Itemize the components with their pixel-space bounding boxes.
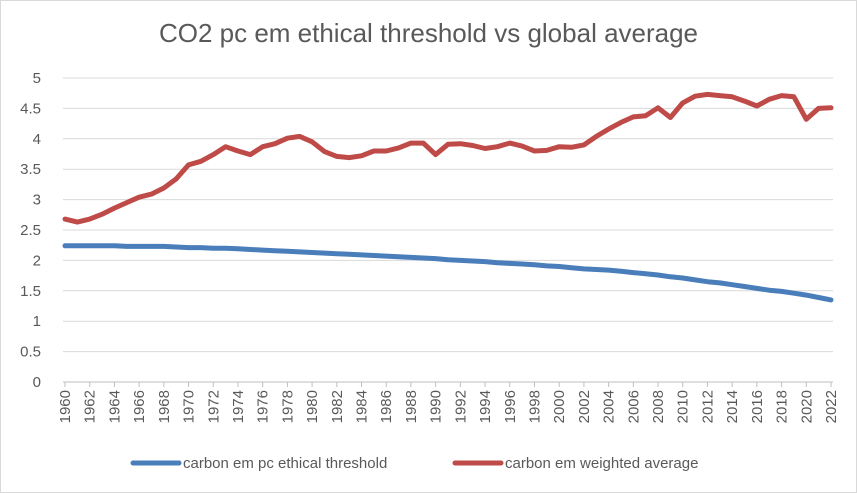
- x-tick-label: 1972: [205, 390, 222, 423]
- y-tick-label: 0.5: [20, 344, 41, 361]
- x-tick-label: 1968: [156, 390, 173, 423]
- x-tick-label: 1966: [131, 390, 148, 423]
- y-tick-label: 0: [33, 374, 41, 391]
- x-tick-label: 1960: [57, 390, 74, 423]
- x-tick-label: 2000: [551, 390, 568, 423]
- x-tick-label: 2016: [749, 390, 766, 423]
- x-tick-label: 1994: [477, 390, 494, 423]
- y-tick-label: 2.5: [20, 222, 41, 239]
- x-tick-label: 2020: [798, 390, 815, 423]
- x-tick-label: 2006: [625, 390, 642, 423]
- x-tick-label: 1978: [279, 390, 296, 423]
- x-tick-label: 1964: [106, 390, 123, 423]
- x-tick-label: 1980: [304, 390, 321, 423]
- x-tick-label: 1990: [428, 390, 445, 423]
- x-tick-label: 1974: [230, 390, 247, 423]
- series-line-1: [62, 243, 834, 303]
- x-tick-label: 1998: [526, 390, 543, 423]
- x-tick-label: 1962: [82, 390, 99, 423]
- x-tick-label: 2014: [724, 390, 741, 423]
- x-tick-label: 2008: [650, 390, 667, 423]
- y-tick-label: 4.5: [20, 100, 41, 117]
- x-tick-label: 1976: [255, 390, 272, 423]
- x-tick-label: 1996: [502, 390, 519, 423]
- x-tick-label: 2012: [699, 390, 716, 423]
- x-tick-label: 1970: [181, 390, 198, 423]
- x-tick-label: 2018: [774, 390, 791, 423]
- x-tick-label: 1986: [378, 390, 395, 423]
- legend-label-1: carbon em pc ethical threshold: [183, 455, 387, 472]
- y-tick-label: 5: [33, 70, 41, 87]
- x-tick-label: 2022: [823, 390, 840, 423]
- x-tick-label: 1984: [354, 390, 371, 423]
- y-tick-label: 4: [33, 131, 41, 148]
- x-tick-label: 1988: [403, 390, 420, 423]
- y-tick-label: 3: [33, 192, 41, 209]
- y-tick-label: 1.5: [20, 283, 41, 300]
- x-tick-label: 2010: [675, 390, 692, 423]
- legend-label-2: carbon em weighted average: [505, 455, 698, 472]
- series-line-2: [62, 91, 834, 225]
- x-tick-label: 2002: [576, 390, 593, 423]
- y-tick-label: 1: [33, 313, 41, 330]
- x-tick-label: 1982: [329, 390, 346, 423]
- y-tick-label: 3.5: [20, 161, 41, 178]
- x-tick-label: 2004: [601, 390, 618, 423]
- chart-title: CO2 pc em ethical threshold vs global av…: [158, 18, 699, 48]
- y-tick-label: 2: [33, 252, 41, 269]
- x-tick-label: 1992: [452, 390, 469, 423]
